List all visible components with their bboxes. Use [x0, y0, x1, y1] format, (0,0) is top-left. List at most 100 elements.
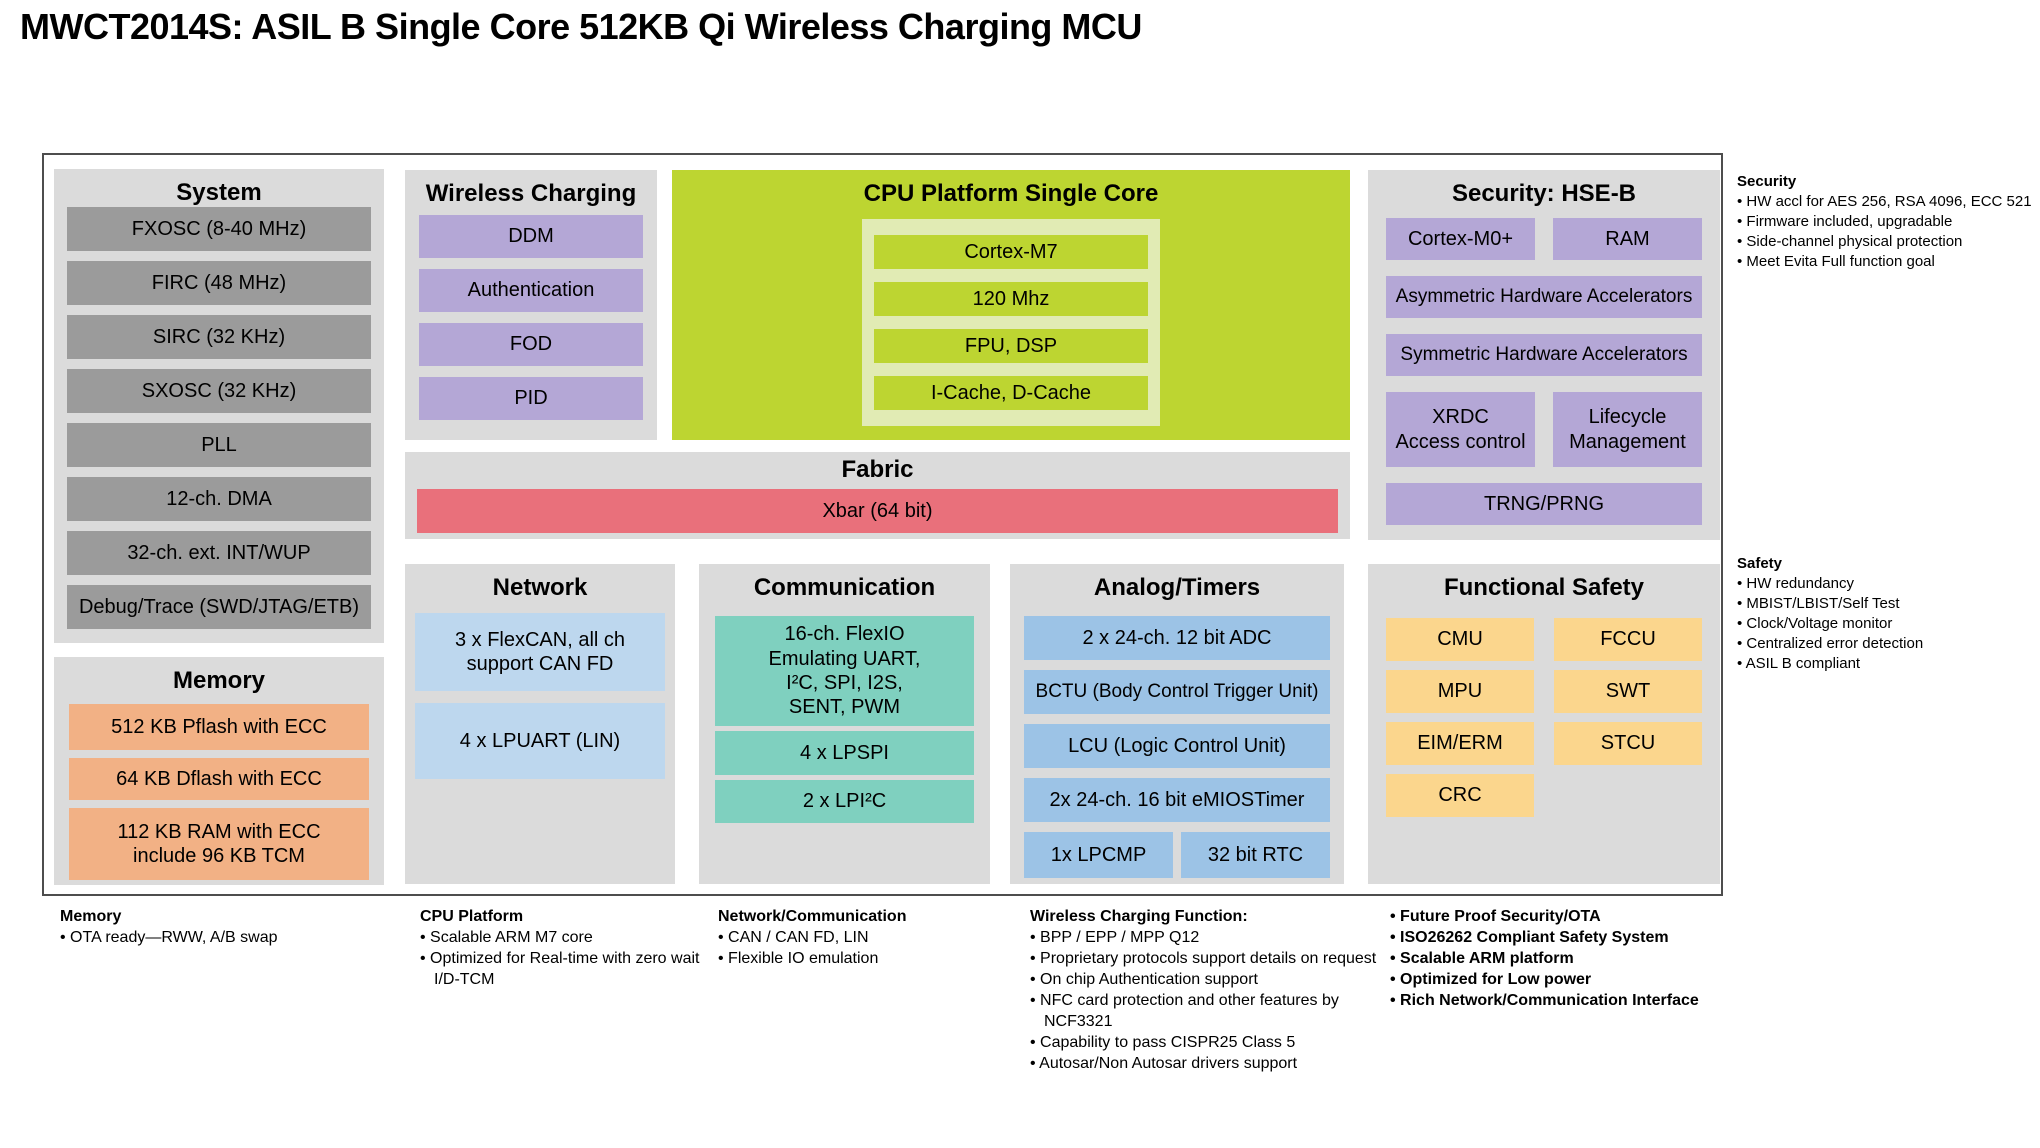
- block-debug-trace: Debug/Trace (SWD/JTAG/ETB): [67, 585, 371, 629]
- network-title: Network: [492, 574, 588, 601]
- hse-row-xrdc-lifecycle: XRDC Access control Lifecycle Management: [1386, 392, 1702, 467]
- footnote-item: • OTA ready—RWW, A/B swap: [60, 929, 278, 946]
- security-note: Security • HW accl for AES 256, RSA 4096…: [1737, 172, 2037, 272]
- block-dma: 12-ch. DMA: [67, 477, 371, 521]
- footnote-item: • ISO26262 Compliant Safety System: [1390, 929, 1669, 946]
- functional-safety-block-list: CMU FCCU MPU SWT EIM/ERM STCU CRC: [1386, 618, 1702, 817]
- footnote-item: • Scalable ARM platform: [1390, 950, 1574, 967]
- footnote-item: • NFC card protection and other features…: [1030, 992, 1339, 1030]
- analog-block-list: 2 x 24-ch. 12 bit ADC BCTU (Body Control…: [1024, 616, 1330, 878]
- section-security-hse: Security: HSE-B Cortex-M0+ RAM Asymmetri…: [1368, 170, 1720, 540]
- block-120mhz: 120 Mhz: [874, 282, 1148, 316]
- block-pll: PLL: [67, 423, 371, 467]
- system-title: System: [176, 179, 262, 206]
- footnote-memory-title: Memory: [60, 908, 122, 925]
- block-asym-accelerators: Asymmetric Hardware Accelerators: [1386, 276, 1702, 318]
- fabric-title: Fabric: [841, 456, 914, 483]
- block-flexcan: 3 x FlexCAN, all ch support CAN FD: [415, 613, 665, 691]
- footnote-item: • Scalable ARM M7 core: [420, 929, 593, 946]
- block-int-wup: 32-ch. ext. INT/WUP: [67, 531, 371, 575]
- safety-note-item: • Centralized error detection: [1737, 635, 1924, 652]
- block-emios-timer: 2x 24-ch. 16 bit eMIOSTimer: [1024, 778, 1330, 822]
- footnote-item: • Future Proof Security/OTA: [1390, 908, 1601, 925]
- safety-note: Safety • HW redundancy • MBIST/LBIST/Sel…: [1737, 554, 2037, 674]
- safety-note-item: • MBIST/LBIST/Self Test: [1737, 595, 1900, 612]
- security-hse-block-list: Cortex-M0+ RAM Asymmetric Hardware Accel…: [1386, 218, 1702, 525]
- hse-row-core-ram: Cortex-M0+ RAM: [1386, 218, 1702, 260]
- security-note-item: • Firmware included, upgradable: [1737, 213, 1953, 230]
- security-note-title: Security: [1737, 173, 1797, 190]
- block-lpspi: 4 x LPSPI: [715, 731, 974, 775]
- safety-note-item: • Clock/Voltage monitor: [1737, 615, 1893, 632]
- communication-title: Communication: [753, 574, 936, 601]
- system-block-list: FXOSC (8-40 MHz) FIRC (48 MHz) SIRC (32 …: [67, 207, 371, 629]
- functional-safety-title: Functional Safety: [1443, 574, 1645, 601]
- footnote-item: • Optimized for Real-time with zero wait…: [420, 950, 700, 988]
- footnote-item: • Optimized for Low power: [1390, 971, 1592, 988]
- footnote-item: • Capability to pass CISPR25 Class 5: [1030, 1034, 1296, 1051]
- security-hse-title: Security: HSE-B: [1451, 180, 1637, 207]
- network-block-list: 3 x FlexCAN, all ch support CAN FD 4 x L…: [415, 613, 665, 779]
- block-fod: FOD: [419, 323, 643, 366]
- block-mpu: MPU: [1386, 670, 1534, 713]
- safety-note-title: Safety: [1737, 555, 1783, 572]
- footnote-item: • Autosar/Non Autosar drivers support: [1030, 1055, 1298, 1072]
- wireless-title: Wireless Charging: [425, 180, 637, 207]
- block-authentication: Authentication: [419, 269, 643, 312]
- section-system: System FXOSC (8-40 MHz) FIRC (48 MHz) SI…: [54, 169, 384, 643]
- memory-title: Memory: [172, 667, 266, 694]
- block-ram: 112 KB RAM with ECC include 96 KB TCM: [69, 808, 369, 880]
- footnote-network-communication: Network/Communication • CAN / CAN FD, LI…: [718, 906, 1018, 969]
- security-note-item: • HW accl for AES 256, RSA 4096, ECC 521: [1737, 193, 2032, 210]
- section-communication: Communication 16-ch. FlexIO Emulating UA…: [699, 564, 990, 884]
- cpu-core-group: Cortex-M7 120 Mhz FPU, DSP I-Cache, D-Ca…: [862, 219, 1160, 426]
- block-xbar: Xbar (64 bit): [417, 489, 1338, 533]
- block-firc: FIRC (48 MHz): [67, 261, 371, 305]
- footnote-memory: Memory • OTA ready—RWW, A/B swap: [60, 906, 320, 948]
- block-pid: PID: [419, 377, 643, 420]
- block-fpu-dsp: FPU, DSP: [874, 329, 1148, 363]
- block-cortex-m7: Cortex-M7: [874, 235, 1148, 269]
- section-analog-timers: Analog/Timers 2 x 24-ch. 12 bit ADC BCTU…: [1010, 564, 1344, 884]
- block-fxosc: FXOSC (8-40 MHz): [67, 207, 371, 251]
- safety-note-item: • ASIL B compliant: [1737, 655, 1861, 672]
- block-dflash: 64 KB Dflash with ECC: [69, 758, 369, 800]
- footnote-cpu-platform: CPU Platform • Scalable ARM M7 core • Op…: [420, 906, 720, 990]
- page-title: MWCT2014S: ASIL B Single Core 512KB Qi W…: [20, 6, 1142, 47]
- footnote-item: • On chip Authentication support: [1030, 971, 1258, 988]
- block-cortex-m0: Cortex-M0+: [1386, 218, 1535, 260]
- block-lpuart: 4 x LPUART (LIN): [415, 703, 665, 779]
- footnote-item: • Proprietary protocols support details …: [1030, 950, 1377, 967]
- footnote-item: • BPP / EPP / MPP Q12: [1030, 929, 1200, 946]
- block-sxosc: SXOSC (32 KHz): [67, 369, 371, 413]
- analog-timers-title: Analog/Timers: [1093, 574, 1261, 601]
- section-fabric: Fabric Xbar (64 bit): [405, 452, 1350, 539]
- block-lcu: LCU (Logic Control Unit): [1024, 724, 1330, 768]
- section-cpu-platform: CPU Platform Single Core Cortex-M7 120 M…: [672, 170, 1350, 440]
- block-lpcmp: 1x LPCMP: [1024, 832, 1173, 878]
- footnote-item: • Flexible IO emulation: [718, 950, 879, 967]
- block-lifecycle: Lifecycle Management: [1553, 392, 1702, 467]
- memory-block-list: 512 KB Pflash with ECC 64 KB Dflash with…: [69, 704, 369, 880]
- block-hse-ram: RAM: [1553, 218, 1702, 260]
- footnote-item: • CAN / CAN FD, LIN: [718, 929, 869, 946]
- block-flexio: 16-ch. FlexIO Emulating UART, I²C, SPI, …: [715, 616, 974, 726]
- security-note-item: • Side-channel physical protection: [1737, 233, 1963, 250]
- block-fccu: FCCU: [1554, 618, 1702, 661]
- block-ddm: DDM: [419, 215, 643, 258]
- footnote-network-title: Network/Communication: [718, 908, 907, 925]
- section-network: Network 3 x FlexCAN, all ch support CAN …: [405, 564, 675, 884]
- block-eim-erm: EIM/ERM: [1386, 722, 1534, 765]
- communication-block-list: 16-ch. FlexIO Emulating UART, I²C, SPI, …: [715, 616, 974, 823]
- footnote-wireless-title: Wireless Charging Function:: [1030, 908, 1248, 925]
- cpu-title: CPU Platform Single Core: [863, 180, 1159, 207]
- block-sym-accelerators: Symmetric Hardware Accelerators: [1386, 334, 1702, 376]
- block-xrdc: XRDC Access control: [1386, 392, 1535, 467]
- block-stcu: STCU: [1554, 722, 1702, 765]
- block-pflash: 512 KB Pflash with ECC: [69, 704, 369, 750]
- section-functional-safety: Functional Safety CMU FCCU MPU SWT EIM/E…: [1368, 564, 1720, 884]
- section-memory: Memory 512 KB Pflash with ECC 64 KB Dfla…: [54, 657, 384, 885]
- section-wireless-charging: Wireless Charging DDM Authentication FOD…: [405, 170, 657, 440]
- block-cache: I-Cache, D-Cache: [874, 376, 1148, 410]
